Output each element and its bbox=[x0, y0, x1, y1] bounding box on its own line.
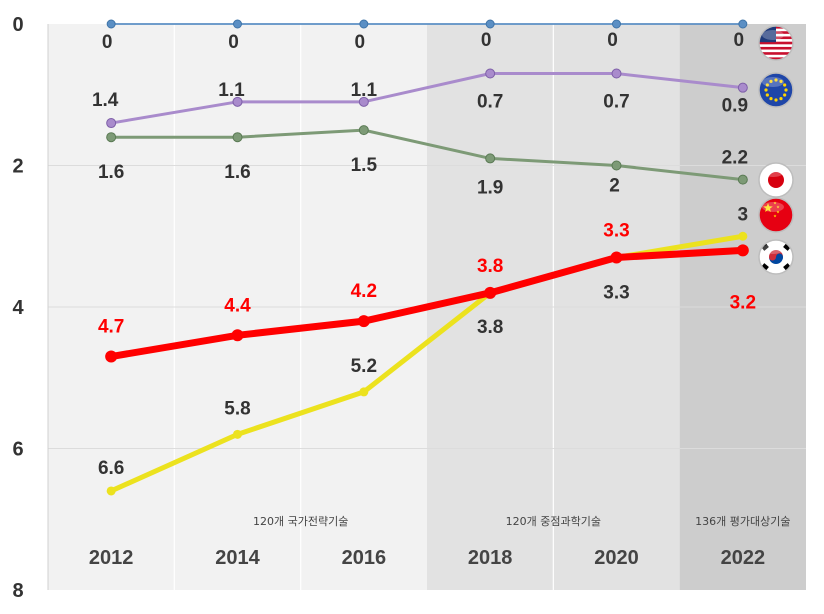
value-label-japan: 1.5 bbox=[351, 155, 378, 176]
data-point-usa bbox=[738, 19, 748, 29]
data-point-korea bbox=[484, 286, 497, 299]
value-label-eu: 1.1 bbox=[218, 80, 245, 101]
band-caption-1: 120개 국가전략기술 bbox=[253, 515, 348, 528]
data-point-eu bbox=[737, 82, 748, 93]
y-tick-label: 0 bbox=[12, 14, 23, 36]
data-point-usa bbox=[106, 19, 116, 29]
value-label-japan: 1.6 bbox=[224, 162, 250, 183]
series-line-japan bbox=[109, 128, 745, 182]
data-point-korea bbox=[610, 251, 623, 264]
value-label-korea: 4.7 bbox=[98, 317, 124, 338]
value-label-korea: 3.8 bbox=[477, 256, 503, 277]
value-label-usa: 0 bbox=[481, 30, 492, 51]
x-tick-label: 2016 bbox=[342, 547, 387, 569]
x-tick-label: 2022 bbox=[721, 547, 766, 569]
value-label-japan: 2 bbox=[609, 176, 620, 197]
data-point-eu bbox=[232, 96, 243, 107]
data-point-korea bbox=[736, 244, 749, 257]
value-label-japan: 1.9 bbox=[477, 177, 503, 198]
y-tick-label: 4 bbox=[12, 297, 24, 319]
data-point-usa bbox=[359, 19, 369, 29]
data-point-korea bbox=[105, 350, 118, 363]
value-label-china: 3 bbox=[738, 204, 749, 225]
value-label-eu: 1.4 bbox=[92, 90, 119, 111]
korea-flag-icon bbox=[758, 239, 794, 275]
data-point-japan bbox=[232, 132, 243, 143]
value-label-usa: 0 bbox=[228, 32, 239, 53]
data-point-japan bbox=[611, 160, 622, 171]
x-tick-label: 2020 bbox=[594, 547, 639, 569]
data-point-eu bbox=[358, 96, 369, 107]
data-point-usa bbox=[233, 19, 242, 29]
value-label-usa: 0 bbox=[607, 30, 618, 51]
data-point-eu bbox=[611, 68, 622, 79]
value-label-korea: 4.2 bbox=[351, 281, 377, 302]
value-label-china: 3.3 bbox=[603, 282, 629, 303]
data-point-eu bbox=[485, 68, 496, 79]
value-label-eu: 1.1 bbox=[351, 80, 378, 101]
data-point-korea bbox=[357, 315, 370, 328]
data-point-usa bbox=[612, 19, 621, 29]
value-label-korea: 4.4 bbox=[224, 295, 251, 316]
value-label-china: 5.8 bbox=[224, 398, 250, 419]
band-caption-2: 120개 중점과학기술 bbox=[506, 515, 601, 528]
value-label-china: 5.2 bbox=[351, 356, 377, 377]
data-point-japan bbox=[358, 125, 369, 136]
data-point-japan bbox=[737, 174, 748, 185]
value-label-usa: 0 bbox=[102, 32, 113, 53]
y-tick-label: 6 bbox=[12, 439, 23, 461]
data-point-china bbox=[359, 387, 369, 397]
x-tick-label: 2014 bbox=[215, 547, 260, 569]
value-label-japan: 2.2 bbox=[722, 148, 748, 169]
data-point-china bbox=[738, 231, 748, 241]
value-label-japan: 1.6 bbox=[98, 162, 124, 183]
eu-flag-icon bbox=[758, 72, 794, 108]
y-tick-label: 8 bbox=[12, 580, 23, 602]
value-label-korea: 3.3 bbox=[603, 220, 629, 241]
data-point-japan bbox=[106, 132, 117, 143]
data-point-usa bbox=[485, 19, 495, 29]
value-label-china: 6.6 bbox=[98, 458, 124, 479]
series-line-korea bbox=[107, 246, 747, 361]
value-label-china: 3.8 bbox=[477, 317, 503, 338]
x-tick-label: 2012 bbox=[89, 547, 134, 569]
data-point-korea bbox=[231, 329, 244, 342]
value-label-usa: 0 bbox=[355, 32, 366, 53]
data-point-china bbox=[106, 486, 116, 496]
y-tick-label: 2 bbox=[12, 156, 23, 178]
china-flag-icon bbox=[758, 197, 794, 233]
data-point-china bbox=[233, 429, 242, 439]
data-point-japan bbox=[485, 153, 496, 164]
series-line-eu bbox=[109, 72, 745, 125]
value-label-usa: 0 bbox=[734, 30, 745, 51]
japan-flag-icon bbox=[758, 162, 794, 198]
value-label-eu: 0.7 bbox=[603, 92, 629, 113]
value-label-eu: 0.7 bbox=[477, 92, 503, 113]
value-label-eu: 0.9 bbox=[722, 96, 748, 117]
x-tick-label: 2018 bbox=[468, 547, 513, 569]
value-label-korea: 3.2 bbox=[730, 292, 756, 313]
data-point-eu bbox=[106, 118, 117, 129]
band-caption-3: 136개 평가대상기술 bbox=[695, 515, 790, 528]
us-flag-icon bbox=[758, 25, 794, 61]
